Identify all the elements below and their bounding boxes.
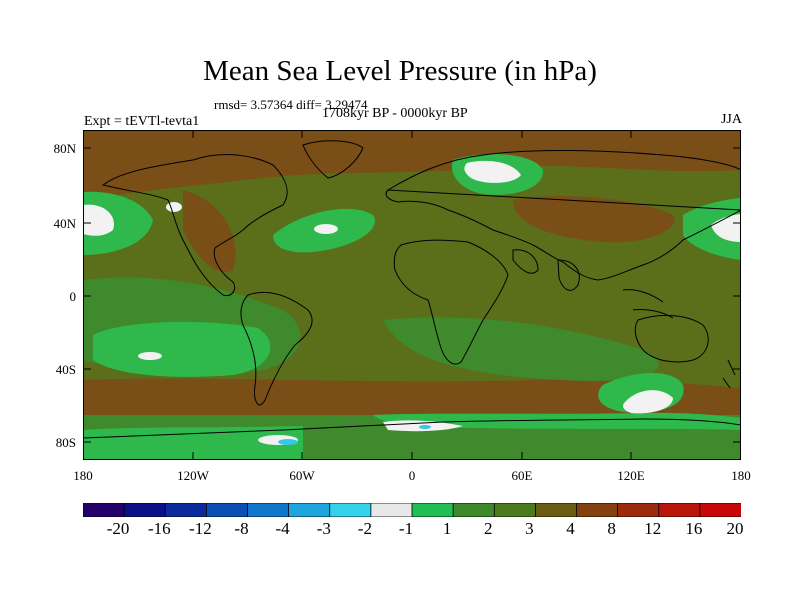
lat-label-40n: 40N bbox=[53, 216, 76, 231]
colorbar-label: 2 bbox=[484, 519, 493, 538]
plot-title: Mean Sea Level Pressure (in hPa) bbox=[203, 55, 597, 87]
colorbar-swatch bbox=[411, 503, 455, 517]
lon-label-0: 0 bbox=[408, 468, 416, 483]
colorbar-label: 12 bbox=[644, 519, 662, 538]
colorbar-label: 3 bbox=[525, 519, 534, 538]
colorbar-swatch bbox=[83, 503, 126, 517]
colorbar-label: -1 bbox=[398, 519, 414, 538]
colorbar-label: -2 bbox=[357, 519, 372, 538]
experiment-label: Expt = tEVTl-tevta1 bbox=[84, 114, 200, 129]
stats-text: rmsd= 3.57364 diff= 3.29474 bbox=[214, 97, 368, 112]
colorbar-label: 20 bbox=[726, 519, 744, 538]
colorbar-swatch bbox=[370, 503, 413, 517]
colorbar-swatch bbox=[329, 503, 372, 517]
colorbar-swatch bbox=[247, 503, 290, 517]
colorbar-swatch bbox=[205, 503, 249, 517]
season-label: JJA bbox=[720, 112, 742, 127]
colorbar-label: -20 bbox=[106, 519, 130, 538]
green-anomaly-regions bbox=[83, 154, 741, 460]
colorbar-label: 4 bbox=[566, 519, 575, 538]
lon-label-180e: 180 bbox=[731, 468, 751, 483]
colorbar-label: -16 bbox=[147, 519, 171, 538]
coastlines bbox=[83, 140, 741, 439]
colorbar-swatch bbox=[699, 503, 741, 517]
colorbar-swatch bbox=[576, 503, 619, 517]
lat-label-80s: 80S bbox=[55, 435, 76, 450]
colorbar-swatch bbox=[164, 503, 208, 517]
colorbar-swatch bbox=[617, 503, 660, 517]
colorbar-label: 1 bbox=[442, 519, 452, 538]
lat-label-80n: 80N bbox=[53, 141, 76, 156]
white-anomaly-regions bbox=[83, 160, 741, 445]
colorbar-swatch bbox=[534, 503, 578, 517]
colorbar-label: -12 bbox=[189, 519, 212, 538]
colorbar-swatch bbox=[288, 503, 331, 517]
positive-anomaly-regions bbox=[83, 130, 741, 420]
lon-label-120e: 120E bbox=[617, 468, 645, 483]
colorbar-swatch bbox=[452, 503, 496, 517]
pressure-map bbox=[83, 130, 741, 460]
lon-label-60e: 60E bbox=[511, 468, 533, 483]
time-range-subtitle: 1708kyr BP - 0000kyr BP bbox=[322, 106, 468, 121]
lon-label-60w: 60W bbox=[289, 468, 315, 483]
colorbar-label: -8 bbox=[234, 519, 249, 538]
colorbar-swatch bbox=[123, 503, 167, 517]
colorbar-label: -3 bbox=[316, 519, 331, 538]
cyan-anomaly-regions bbox=[278, 425, 431, 445]
colorbar-label: -4 bbox=[275, 519, 290, 538]
colorbar bbox=[83, 503, 741, 517]
lon-label-180w: 180 bbox=[73, 468, 93, 483]
lon-label-120w: 120W bbox=[177, 468, 209, 483]
lat-label-0: 0 bbox=[69, 289, 77, 304]
colorbar-swatch bbox=[493, 503, 537, 517]
colorbar-label: 8 bbox=[607, 519, 616, 538]
colorbar-label: 16 bbox=[685, 519, 703, 538]
axis-ticks bbox=[83, 130, 741, 460]
lat-label-40s: 40S bbox=[55, 362, 76, 377]
colorbar-swatch bbox=[658, 503, 701, 517]
